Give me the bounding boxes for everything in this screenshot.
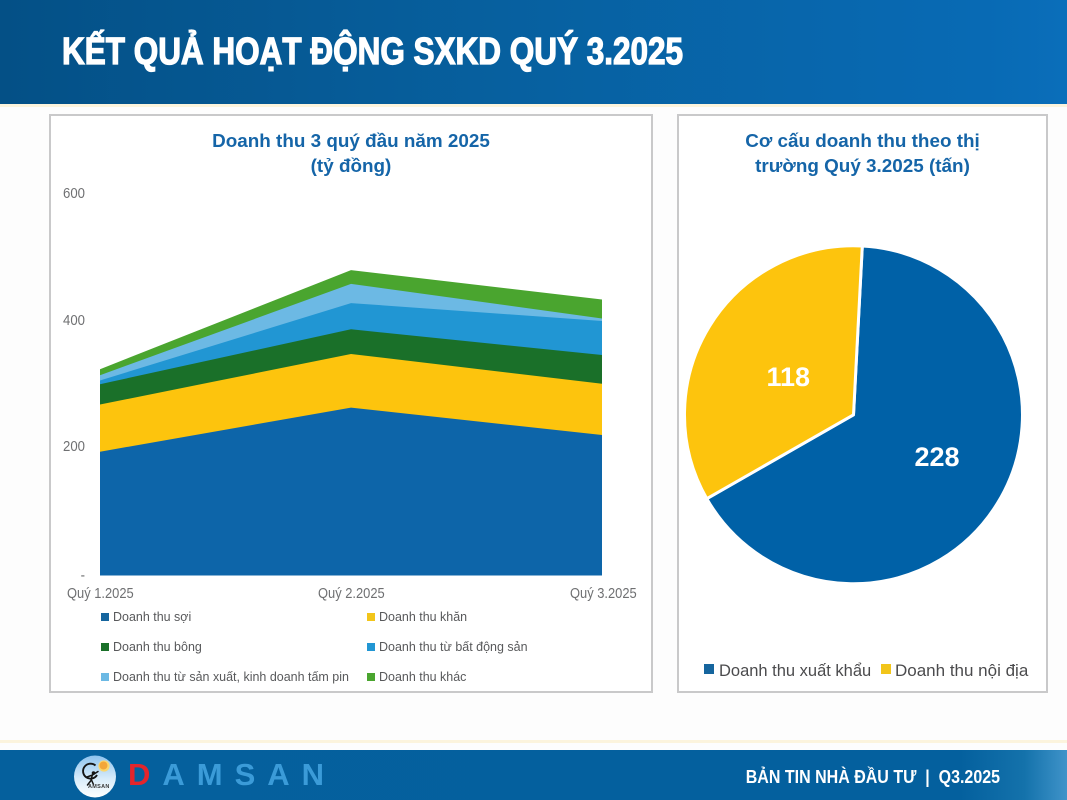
svg-text:AMSAN: AMSAN xyxy=(88,784,110,790)
